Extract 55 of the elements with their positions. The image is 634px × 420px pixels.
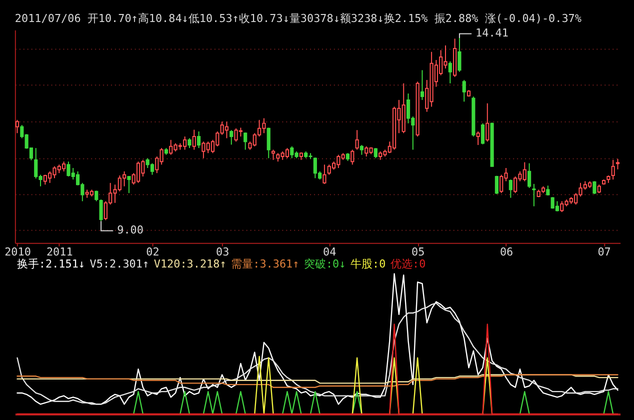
candlestick <box>350 149 354 166</box>
text: 优选:0 <box>390 258 426 271</box>
text: 突破:0↓ <box>304 258 346 271</box>
text: 需量:3.361↑ <box>231 258 300 271</box>
x-tick-label: 07 <box>598 245 611 258</box>
candlestick <box>15 119 20 134</box>
candlestick <box>476 130 480 146</box>
candlestick <box>188 138 192 149</box>
candlestick <box>480 122 485 145</box>
candlestick <box>528 162 532 188</box>
annotation: 9.00 <box>117 224 144 237</box>
candlestick <box>616 158 620 170</box>
candlestick <box>94 190 98 202</box>
chart-subtitle: 2011/07/06 开10.70↑高10.84↓低10.53↑收10.73↓量30378↓额3238↓换2.15% 振2.88% 涨(-0.04)-0.37% <box>14 12 582 25</box>
candlestick <box>448 60 452 84</box>
candlestick <box>508 179 512 198</box>
candlestick <box>150 162 154 176</box>
x-tick-label: 02 <box>146 245 160 258</box>
text: V120:3.218↑ <box>154 258 226 271</box>
candlestick <box>462 79 466 102</box>
candlestick <box>420 70 424 100</box>
candlestick <box>197 130 201 149</box>
candlestick <box>244 132 248 150</box>
annotation: 14.41 <box>476 26 508 40</box>
text: 牛股:0 <box>350 258 386 271</box>
x-tick-label: 06 <box>500 245 514 258</box>
text: 换手:2.151↓ <box>16 258 86 271</box>
candlestick <box>266 127 270 159</box>
candlestick <box>546 185 550 196</box>
candlestick <box>611 159 615 180</box>
candlestick <box>532 183 536 207</box>
candlestick <box>406 93 410 124</box>
candlestick <box>355 130 359 150</box>
candlestick <box>360 144 364 156</box>
candlestick <box>271 149 276 160</box>
candlestick <box>592 180 596 195</box>
candlestick <box>322 164 326 184</box>
candlestick <box>458 37 462 72</box>
candlestick <box>230 130 234 146</box>
text: V5:2.301↑ <box>90 258 150 271</box>
candlestick <box>127 176 131 194</box>
candlestick <box>555 200 560 212</box>
candlestick <box>494 175 499 195</box>
candlestick <box>486 102 490 142</box>
candlestick <box>136 161 140 184</box>
x-tick-label: 2010 <box>4 245 31 258</box>
candlestick <box>192 129 196 150</box>
x-tick-label: 03 <box>216 245 230 258</box>
candlestick <box>374 148 378 159</box>
candlestick <box>99 199 103 222</box>
x-tick-label: 05 <box>411 245 425 258</box>
x-tick-label: 2011 <box>46 245 73 258</box>
candlestick <box>224 121 229 139</box>
candlestick <box>285 148 290 159</box>
x-tick-label: 04 <box>323 245 337 258</box>
